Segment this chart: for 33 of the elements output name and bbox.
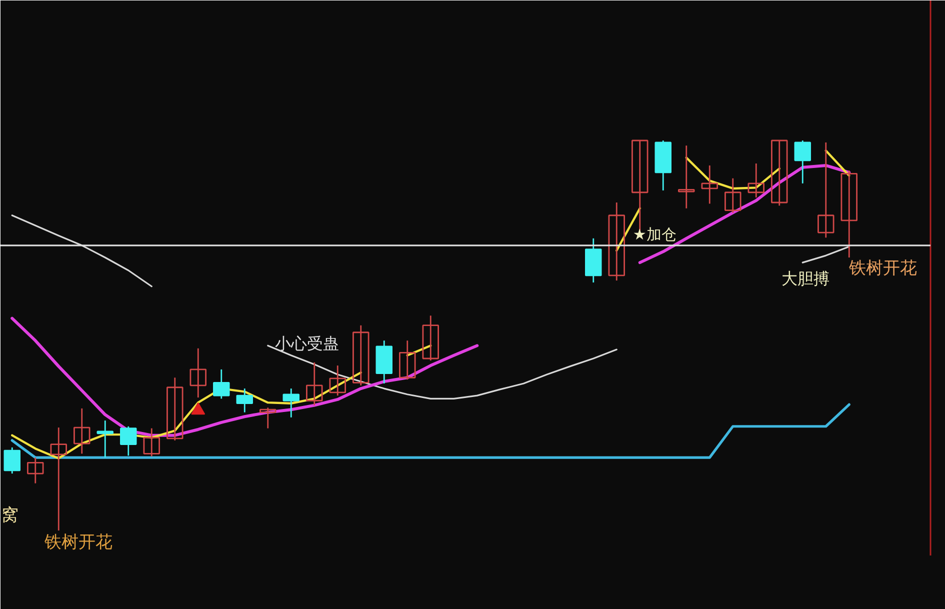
annotation: ★加仓 <box>632 226 676 244</box>
candlestick <box>260 406 276 430</box>
candlestick <box>748 162 764 198</box>
candlestick <box>306 362 323 406</box>
candlestick <box>236 388 253 414</box>
candlestick <box>678 144 695 210</box>
candlestick <box>794 140 811 184</box>
candlestick <box>352 324 370 386</box>
candlestick <box>329 364 346 396</box>
candlestick <box>818 142 834 238</box>
candlestick <box>399 340 416 380</box>
candlestick <box>4 446 20 474</box>
annotation: 窝 <box>2 506 19 526</box>
candlestick <box>50 426 67 532</box>
candlestick <box>840 170 858 258</box>
candlestick <box>771 140 788 206</box>
candlestick <box>701 164 718 204</box>
annotation: 小心受蛊 <box>274 334 339 353</box>
candlestick <box>166 376 184 442</box>
candlestick <box>213 368 230 400</box>
candlestick <box>27 456 44 484</box>
candlestick <box>190 348 206 398</box>
candlestick <box>143 428 160 458</box>
candlestick <box>74 408 90 454</box>
candlestick <box>282 388 300 418</box>
candlestick <box>96 420 114 458</box>
text: 铁树开花 <box>44 532 113 552</box>
candlestick <box>608 202 625 282</box>
candlestick <box>724 178 742 214</box>
candlestick <box>422 314 439 362</box>
candlestick <box>120 426 137 456</box>
annotation: 大胆搏 <box>782 269 830 288</box>
annotation: 铁树开花 <box>848 258 918 278</box>
